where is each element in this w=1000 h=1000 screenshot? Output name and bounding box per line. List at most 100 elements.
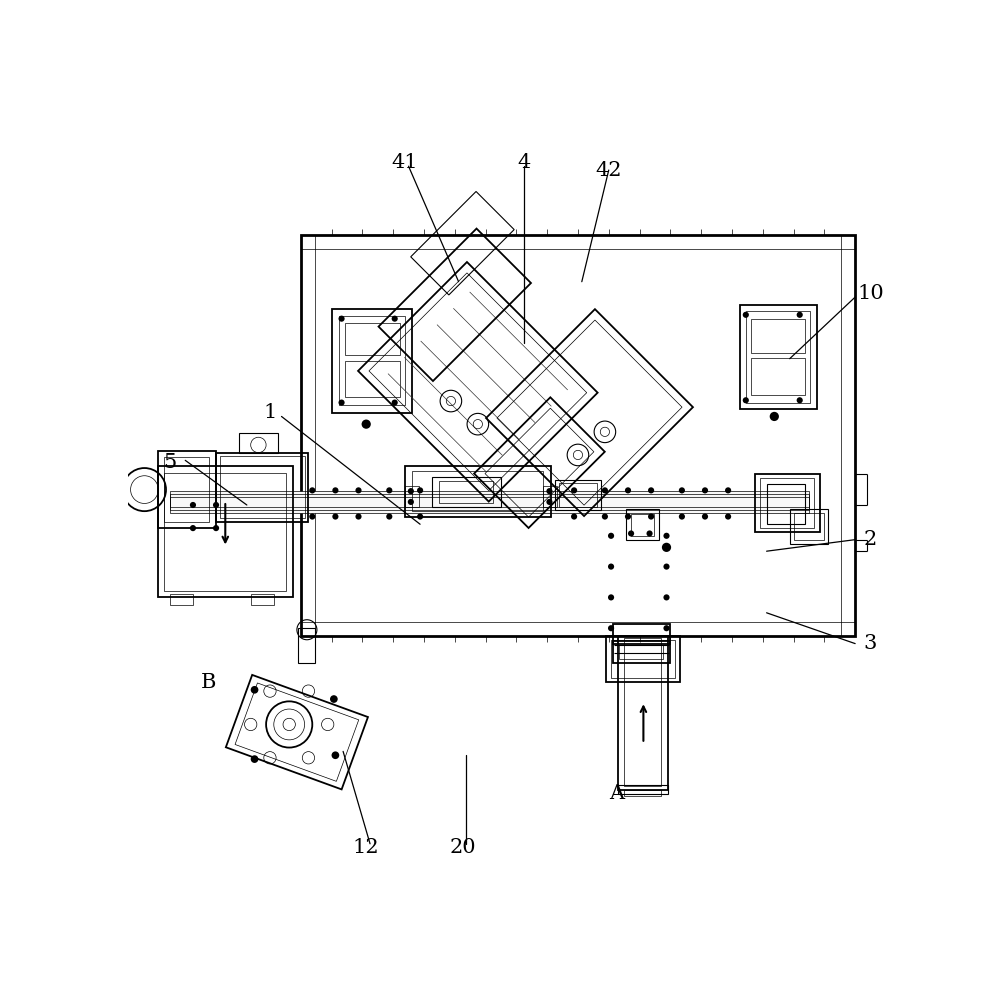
Circle shape xyxy=(702,487,708,493)
Circle shape xyxy=(625,487,631,493)
Bar xyxy=(345,323,400,355)
Circle shape xyxy=(213,502,219,508)
Bar xyxy=(751,319,805,353)
Circle shape xyxy=(663,564,670,570)
Circle shape xyxy=(679,513,685,520)
Bar xyxy=(251,594,274,605)
Circle shape xyxy=(625,513,631,520)
Circle shape xyxy=(571,487,577,493)
Text: 5: 5 xyxy=(163,453,176,472)
Bar xyxy=(740,305,817,409)
Bar xyxy=(555,480,601,510)
Bar xyxy=(746,311,810,403)
Bar xyxy=(412,471,543,511)
Circle shape xyxy=(355,487,362,493)
Circle shape xyxy=(608,533,614,539)
Text: B: B xyxy=(201,673,216,692)
Bar xyxy=(164,473,286,591)
Bar xyxy=(631,514,654,536)
Bar xyxy=(301,235,855,636)
Circle shape xyxy=(663,625,670,631)
Circle shape xyxy=(417,487,423,493)
Bar xyxy=(543,486,557,507)
Circle shape xyxy=(608,564,614,570)
Circle shape xyxy=(770,412,779,421)
Text: A: A xyxy=(609,784,624,803)
Circle shape xyxy=(386,513,392,520)
Circle shape xyxy=(725,487,731,493)
Circle shape xyxy=(797,397,803,403)
Circle shape xyxy=(571,513,577,520)
Bar xyxy=(613,641,670,663)
Bar xyxy=(626,509,659,540)
Circle shape xyxy=(797,312,803,318)
Circle shape xyxy=(648,513,654,520)
Bar xyxy=(619,645,663,659)
Circle shape xyxy=(309,513,315,520)
Bar xyxy=(170,594,193,605)
Circle shape xyxy=(743,312,749,318)
Bar xyxy=(239,433,278,453)
Bar xyxy=(332,309,412,413)
Bar xyxy=(432,477,501,507)
Circle shape xyxy=(702,513,708,520)
Bar xyxy=(298,628,315,663)
Bar xyxy=(618,785,668,794)
Circle shape xyxy=(355,513,362,520)
Bar xyxy=(767,484,805,524)
Bar xyxy=(794,513,824,540)
Circle shape xyxy=(408,488,414,494)
Bar xyxy=(164,457,209,522)
Circle shape xyxy=(546,488,553,494)
Bar xyxy=(158,466,293,597)
Circle shape xyxy=(408,499,414,505)
Text: 41: 41 xyxy=(391,153,418,172)
Circle shape xyxy=(190,502,196,508)
Bar xyxy=(216,453,308,522)
Text: 3: 3 xyxy=(864,634,877,653)
Circle shape xyxy=(646,530,653,537)
Text: 1: 1 xyxy=(263,403,277,422)
Bar xyxy=(751,358,805,395)
Circle shape xyxy=(546,499,553,505)
Circle shape xyxy=(332,751,339,759)
Circle shape xyxy=(332,487,338,493)
Bar xyxy=(439,481,493,503)
Circle shape xyxy=(608,625,614,631)
Bar xyxy=(606,636,680,682)
Bar xyxy=(613,624,670,644)
Circle shape xyxy=(417,513,423,520)
Circle shape xyxy=(332,513,338,520)
Circle shape xyxy=(338,400,345,406)
Text: 42: 42 xyxy=(596,161,622,180)
Bar xyxy=(220,456,305,518)
Circle shape xyxy=(743,397,749,403)
Bar xyxy=(339,316,405,405)
Circle shape xyxy=(602,487,608,493)
Bar xyxy=(345,361,400,397)
Bar xyxy=(618,636,668,790)
Bar xyxy=(624,638,661,786)
Bar xyxy=(170,497,809,507)
Bar xyxy=(158,451,216,528)
Bar xyxy=(170,494,809,510)
Bar xyxy=(790,509,828,544)
Circle shape xyxy=(386,487,392,493)
Circle shape xyxy=(251,686,258,694)
Bar xyxy=(760,478,814,528)
Bar xyxy=(624,790,661,796)
Bar xyxy=(559,483,597,507)
Bar xyxy=(755,474,820,532)
Text: 12: 12 xyxy=(353,838,380,857)
Text: 4: 4 xyxy=(517,153,531,172)
Circle shape xyxy=(663,594,670,600)
Circle shape xyxy=(338,316,345,322)
Text: 2: 2 xyxy=(864,530,877,549)
Circle shape xyxy=(392,400,398,406)
Text: 10: 10 xyxy=(857,284,884,303)
Circle shape xyxy=(648,487,654,493)
Text: 20: 20 xyxy=(449,838,476,857)
Circle shape xyxy=(392,316,398,322)
Circle shape xyxy=(679,487,685,493)
Circle shape xyxy=(213,525,219,531)
